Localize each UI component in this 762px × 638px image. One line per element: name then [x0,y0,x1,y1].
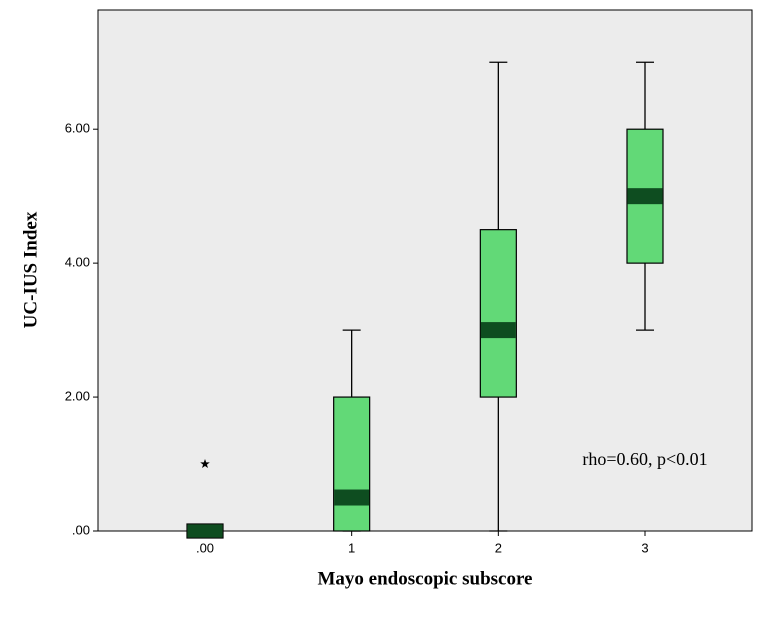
plot-area [97,9,753,532]
box [479,229,517,398]
outlier [200,459,210,469]
y-axis-label: UC-IUS Index [20,211,41,328]
x-tick-label: 3 [641,540,648,555]
median [334,489,370,506]
y-tick-label: .00 [72,522,90,537]
x-tick-label: 1 [348,540,355,555]
x-tick-label: .00 [196,540,214,555]
annotation: rho=0.60, p<0.01 [582,449,707,469]
median [480,322,516,339]
y-tick-label: 2.00 [65,389,90,404]
median [187,524,223,538]
x-tick-label: 2 [495,540,502,555]
box [333,396,371,532]
x-axis-label: Mayo endoscopic subscore [318,568,533,589]
y-tick-label: 6.00 [65,121,90,136]
median [627,188,663,205]
y-tick-label: 4.00 [65,255,90,270]
